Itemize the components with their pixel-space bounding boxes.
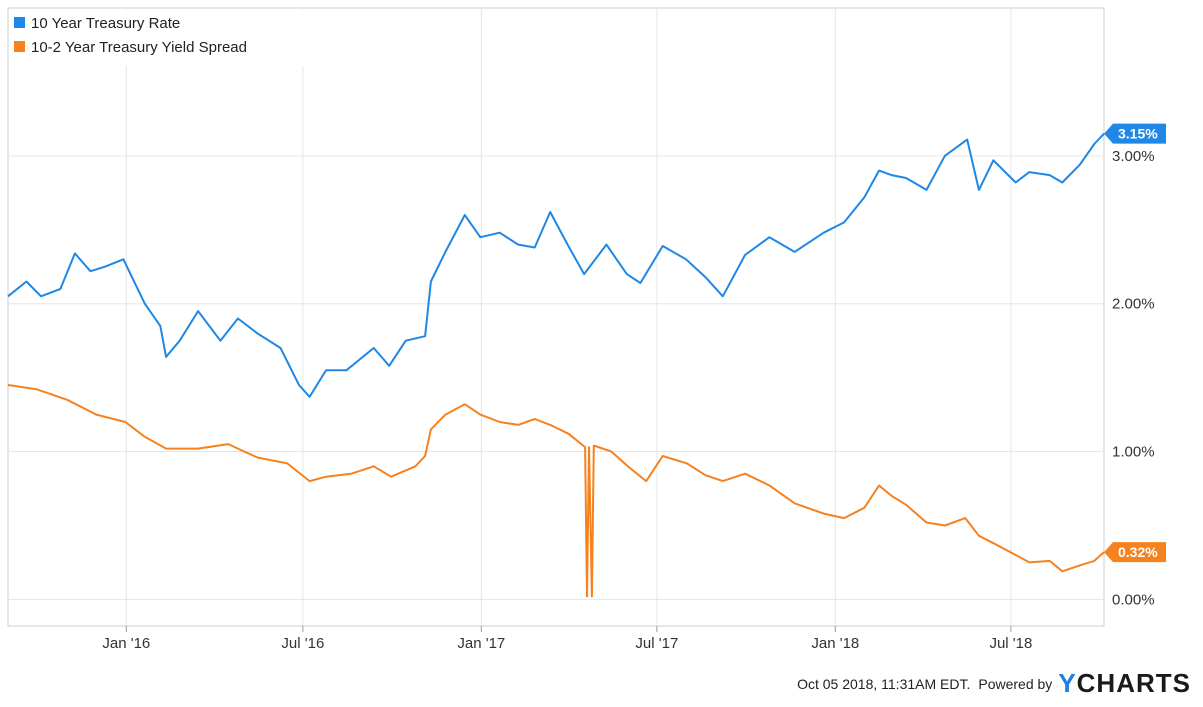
x-tick-label: Jan '16	[102, 635, 150, 652]
footer: Oct 05 2018, 11:31AM EDT. Powered by YCH…	[797, 668, 1191, 699]
legend-label-1[interactable]: 10-2 Year Treasury Yield Spread	[31, 39, 247, 56]
x-tick-label: Jul '18	[989, 635, 1032, 652]
treasury-chart: 0.00%1.00%2.00%3.00% Jan '16 Jul '16 Jan '…	[7, 7, 1166, 652]
series-line-0	[7, 133, 1105, 398]
series-line-1	[7, 384, 1105, 598]
legend-swatch-1	[14, 41, 25, 52]
grid-layer	[8, 8, 1104, 626]
legend-label-0[interactable]: 10 Year Treasury Rate	[31, 15, 180, 32]
last-value-label-0: 3.15%	[1118, 126, 1158, 142]
y-axis-ticks: 0.00% 1.00% 2.00% 3.00%	[1112, 148, 1155, 609]
timestamp: Oct 05 2018, 11:31AM EDT.	[797, 675, 971, 692]
plot-border	[7, 7, 1105, 627]
x-tick-label: Jan '17	[457, 635, 505, 652]
ycharts-logo[interactable]: YCHARTS	[1058, 668, 1191, 699]
y-tick-label: 2.00%	[1112, 296, 1155, 313]
series-layer	[7, 133, 1105, 598]
powered-by-label: Powered by	[978, 675, 1053, 692]
ycharts-logo-y: Y	[1058, 668, 1077, 698]
legend-swatch-0	[14, 17, 25, 28]
y-tick-label: 0.00%	[1112, 591, 1155, 608]
last-value-badges: 3.15% 0.32%	[1104, 123, 1166, 563]
x-axis-ticks: Jan '16 Jul '16 Jan '17 Jul '17 Jan '18 Jul '…	[102, 626, 1032, 652]
legend-background	[10, 10, 326, 66]
legend: 10 Year Treasury Rate 10-2 Year Treasury …	[10, 10, 326, 66]
x-tick-label: Jul '16	[281, 635, 324, 652]
last-value-label-1: 0.32%	[1118, 544, 1158, 560]
y-tick-label: 1.00%	[1112, 444, 1155, 461]
ycharts-logo-text: CHARTS	[1076, 668, 1191, 698]
y-tick-label: 3.00%	[1112, 148, 1155, 165]
x-tick-label: Jul '17	[635, 635, 678, 652]
x-tick-label: Jan '18	[811, 635, 859, 652]
last-value-badge-0	[1104, 123, 1166, 144]
last-value-badge-1	[1104, 542, 1166, 563]
